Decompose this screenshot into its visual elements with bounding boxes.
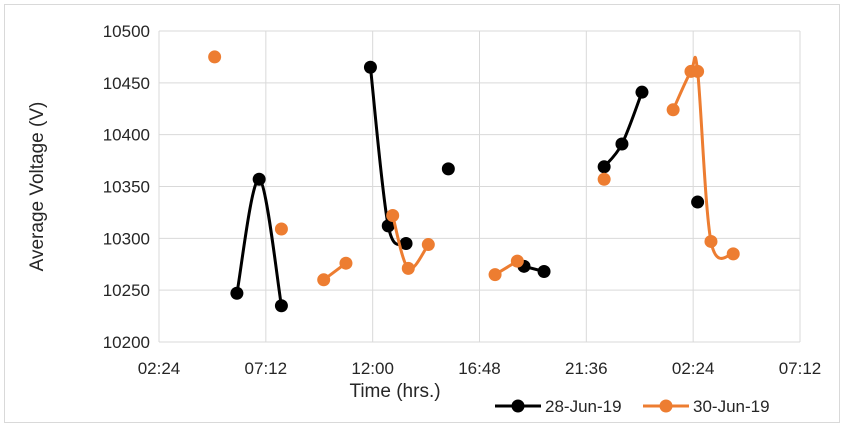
data-point bbox=[666, 103, 680, 117]
data-point bbox=[363, 60, 377, 74]
data-point bbox=[691, 195, 705, 209]
series-line bbox=[602, 91, 644, 168]
data-point bbox=[488, 268, 502, 282]
series-layer bbox=[208, 50, 740, 313]
chart-frame: 02:24 07:12 12:00 16:48 21:36 02:24 07:12 1020… bbox=[4, 4, 840, 423]
legend-label: 28-Jun-19 bbox=[545, 397, 622, 416]
x-tick-label: 07:12 bbox=[779, 359, 822, 378]
data-point bbox=[510, 254, 524, 268]
data-point bbox=[317, 273, 331, 287]
data-point bbox=[421, 238, 435, 252]
x-tick-label: 07:12 bbox=[245, 359, 288, 378]
data-point bbox=[597, 160, 611, 174]
y-tick-label: 10350 bbox=[103, 178, 150, 197]
data-point bbox=[381, 219, 395, 233]
data-point bbox=[208, 50, 222, 64]
series-line bbox=[671, 55, 734, 260]
legend-label: 30-Jun-19 bbox=[693, 397, 770, 416]
legend: 28-Jun-19 30-Jun-19 bbox=[495, 397, 770, 416]
x-tick-label: 16:48 bbox=[458, 359, 501, 378]
data-point bbox=[339, 256, 353, 270]
data-point bbox=[386, 209, 400, 223]
x-axis-tick-labels: 02:24 07:12 12:00 16:48 21:36 02:24 07:12 bbox=[138, 359, 822, 378]
y-tick-label: 10500 bbox=[103, 22, 150, 41]
x-axis-title: Time (hrs.) bbox=[349, 381, 440, 402]
data-point bbox=[230, 286, 244, 300]
legend-item: 28-Jun-19 bbox=[495, 397, 622, 416]
data-point bbox=[726, 247, 740, 261]
data-point bbox=[399, 237, 413, 251]
data-point bbox=[691, 64, 705, 78]
x-tick-label: 12:00 bbox=[351, 359, 394, 378]
series-line bbox=[235, 177, 283, 306]
line-chart: 02:24 07:12 12:00 16:48 21:36 02:24 07:12 1020… bbox=[27, 22, 822, 416]
y-axis-tick-labels: 10200 10250 10300 10350 10400 10450 10500 bbox=[103, 22, 150, 352]
data-point bbox=[615, 137, 629, 151]
y-tick-label: 10250 bbox=[103, 281, 150, 300]
x-tick-label: 02:24 bbox=[672, 359, 715, 378]
data-point bbox=[537, 265, 551, 279]
data-point bbox=[401, 261, 415, 275]
legend-item: 30-Jun-19 bbox=[643, 397, 770, 416]
data-point bbox=[704, 234, 718, 248]
series-28-Jun-19 bbox=[230, 60, 705, 313]
legend-marker bbox=[511, 399, 525, 413]
y-tick-label: 10450 bbox=[103, 74, 150, 93]
data-point bbox=[635, 85, 649, 99]
series-30-Jun-19 bbox=[208, 50, 740, 287]
data-point bbox=[441, 162, 455, 176]
data-point bbox=[274, 299, 288, 313]
data-point bbox=[597, 172, 611, 186]
y-tick-label: 10400 bbox=[103, 126, 150, 145]
data-point bbox=[274, 222, 288, 236]
legend-marker bbox=[659, 399, 673, 413]
data-point bbox=[252, 172, 266, 186]
y-tick-label: 10200 bbox=[103, 333, 150, 352]
y-tick-label: 10300 bbox=[103, 229, 150, 248]
y-axis-title: Average Voltage (V) bbox=[27, 102, 48, 272]
x-tick-label: 21:36 bbox=[565, 359, 608, 378]
gridlines bbox=[158, 30, 801, 343]
x-tick-label: 02:24 bbox=[138, 359, 181, 378]
